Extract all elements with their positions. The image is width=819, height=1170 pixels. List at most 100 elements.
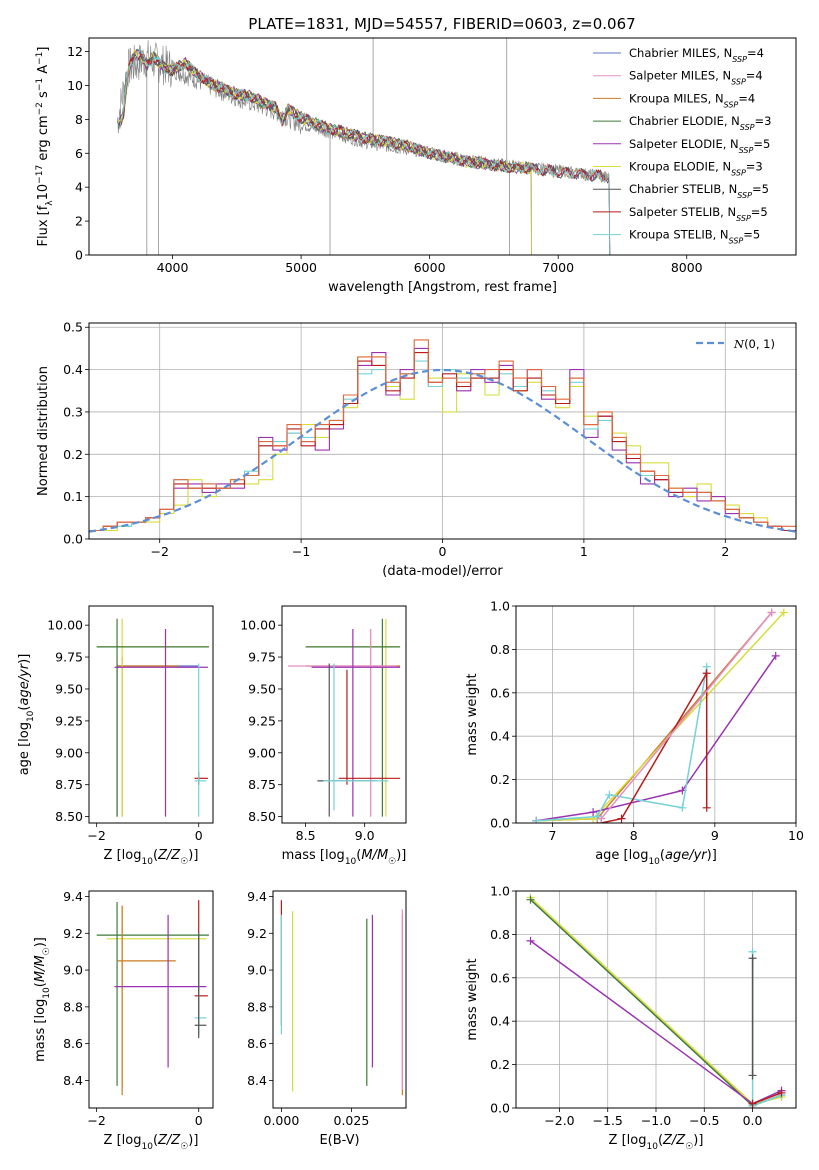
model-spectrum [118,49,611,255]
residuals-ylabel: Normed distribution [36,366,51,496]
normal-reference-curve [89,368,796,533]
legend-nssp: =3 [746,160,763,174]
mass-vs-z-ylabel-part: ( [33,982,48,987]
residuals-ytick-label: 0.1 [63,489,83,504]
mass-vs-z-xlabel-part: Z [log [104,1133,142,1148]
mass-vs-ebv-ytick-label: 8.8 [247,999,267,1014]
age-vs-mass-ytick-label: 8.50 [248,809,276,824]
legend-model-name: Salpeter ELODIE, N [629,137,739,151]
age-vs-z-frame [88,605,214,824]
residuals-xtick-label: 0 [439,544,447,559]
weight-vs-z-ytick-label: 0.2 [490,1057,510,1072]
residuals-ytick-label: 0.2 [63,447,83,462]
spectrum-ylabel-part: −1 [35,78,45,91]
mass-vs-z-xtick-label: 0 [195,1113,203,1128]
legend-entry: Kroupa STELIB, NSSP=5 [629,228,760,246]
normal-symbol: N [733,337,745,351]
mass-vs-ebv-xtick-label: 0.000 [264,1113,300,1128]
legend-sub: SSP [739,145,754,154]
age-vs-z-xtick-label: −2 [87,828,105,843]
age-vs-z-ylabel-part: age/yr [17,662,32,705]
age-vs-z-ylabel-part: )] [17,654,32,664]
spectrum-ytick-label: 12 [67,44,83,59]
weight-series-line [752,1092,782,1105]
weight-series-marker [779,608,788,617]
weight-vs-age-xlabel-part: age [log [595,848,648,863]
age-vs-mass-ytick-label: 9.50 [248,681,276,696]
spectrum-ytick-label: 10 [67,78,83,93]
weight-vs-z-xtick-label: −1.5 [593,1113,623,1128]
weight-vs-z-xtick-label: −0.5 [689,1113,719,1128]
weight-series-marker [767,608,776,617]
weight-vs-z-xlabel-part: Z [log [609,1133,647,1148]
model-spectrum [118,53,611,255]
legend-nssp: =3 [755,114,772,128]
weight-vs-z-ytick-label: 0.6 [490,970,510,985]
residuals-panel: −2 −1 0 1 2 0.0 0.1 0.2 0.3 0.4 0.5 (data-model)/er… [36,320,797,579]
age-vs-mass-ytick-label: 9.25 [248,713,276,728]
mass-vs-z-ylabel-part: ☉ [42,947,52,955]
weight-vs-z-xlabel-part: ☉ [685,1142,693,1152]
spectrum-ylabel-part: s [36,91,51,102]
mass-vs-z-xtick-label: −2 [87,1113,105,1128]
weight-series-marker [597,814,606,823]
mass-vs-z-ytick-label: 8.8 [63,999,83,1014]
age-vs-mass-ytick-label: 9.75 [248,650,276,665]
weight-series-marker [589,808,598,817]
weight-series-marker [748,1099,757,1108]
weight-series-marker [748,954,757,963]
age-vs-mass-ticks: 8.5 9.0 8.50 8.75 9.00 9.25 9.50 9.75 10.00 [240,618,374,843]
residuals-ytick-label: 0.3 [63,404,83,419]
weight-series-marker [526,895,535,904]
legend-nssp: =5 [753,137,770,151]
age-vs-mass-ytick-label: 8.75 [248,777,276,792]
age-vs-z-ylabel: age [log10(age/yr)] [17,654,36,776]
weight-vs-age-ytick-label: 1.0 [490,599,510,614]
weight-vs-age-xtick-label: 8 [630,828,638,843]
spectrum-ylabel-part: −1 [35,52,45,65]
legend-nssp: =5 [751,205,768,219]
spectrum-ytick-label: 6 [75,146,83,161]
spectrum-ytick-label: 8 [75,112,83,127]
model-spectrum [118,49,532,255]
spectrum-ytick-label: 2 [75,214,83,229]
spectrum-ticks: 4000 5000 6000 7000 8000 0 2 4 6 8 10 12 [67,44,703,275]
age-vs-mass-xlabel-part: M/M [361,848,388,863]
spectrum-ylabel-part: λ [45,200,55,206]
residuals-frame [88,322,797,540]
weight-series-marker [678,803,687,812]
weight-vs-z-ytick-label: 0.0 [490,1101,510,1116]
weight-series-marker [702,669,711,678]
age-vs-z-xlabel-part: 10 [141,857,153,867]
weight-vs-z-ylabel: mass weight [465,958,480,1040]
spectrum-xtick-label: 4000 [157,260,189,275]
age-vs-z-ylabel-part: 10 [26,710,36,722]
weight-series-line [536,612,773,822]
legend-sub: SSP [731,77,746,86]
weight-series-marker [605,790,614,799]
age-vs-mass-ytick-label: 10.00 [240,618,276,633]
age-vs-z-ylabel-part: ( [17,706,32,711]
legend-model-name: Kroupa STELIB, N [629,228,729,242]
model-spectrum [118,53,611,255]
age-vs-z-xlabel-part: Z [log [104,848,142,863]
weight-vs-z-frame [515,890,797,1109]
histogram-series [89,339,796,532]
weight-vs-age-xlabel-part: age/yr [665,848,708,863]
weight-series-marker [748,1071,757,1080]
weight-series-line [751,951,782,1107]
legend-model-name: Chabrier ELODIE, N [629,114,740,128]
residuals-ytick-label: 0.5 [63,320,83,335]
weight-vs-age-xtick-label: 7 [549,828,557,843]
legend-model-name: Kroupa ELODIE, N [629,160,731,174]
weight-series-line [601,672,708,823]
residuals-ticks: −2 −1 0 1 2 0.0 0.1 0.2 0.3 0.4 0.5 [63,320,729,559]
legend-model-name: Salpeter MILES, N [629,69,731,83]
weight-series-line [600,612,773,820]
spectrum-ytick-label: 4 [75,180,83,195]
age-vs-z-xlabel-part: Z/Z [157,848,181,863]
mass-vs-ebv-ytick-label: 9.0 [247,963,267,978]
weight-series-marker [702,803,711,812]
